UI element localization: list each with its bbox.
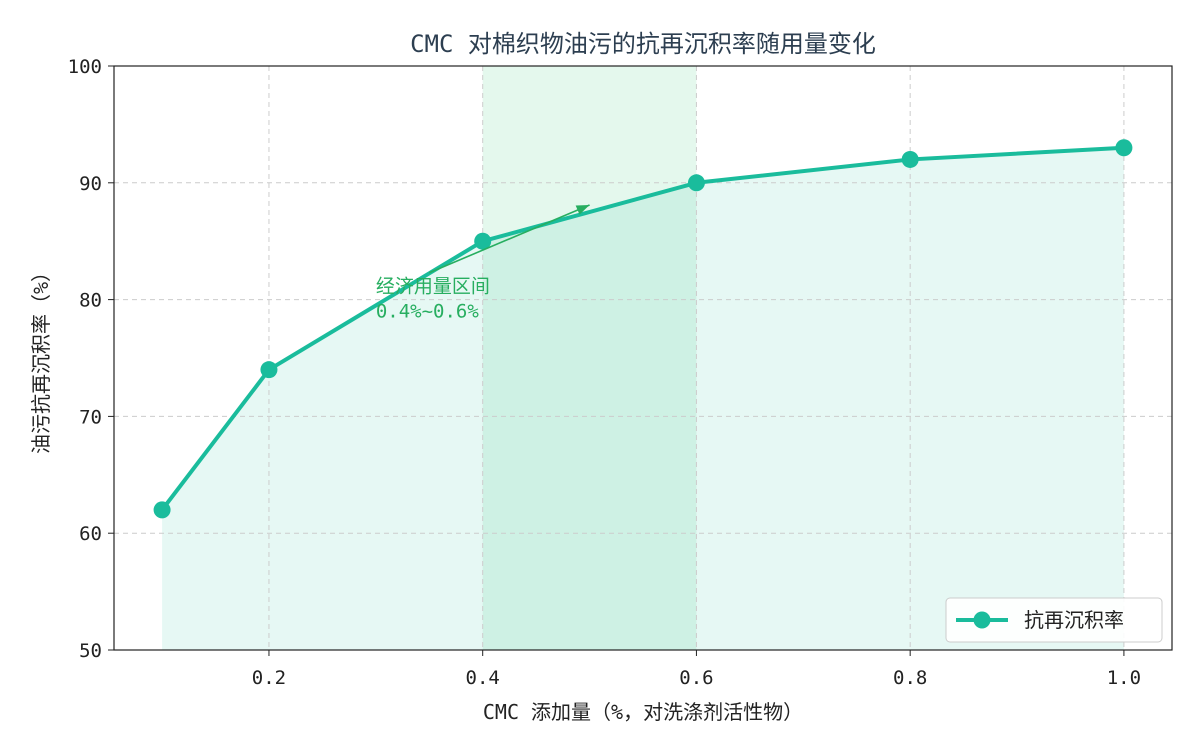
legend-label: 抗再沉积率 <box>1024 608 1124 632</box>
y-axis-label: 油污抗再沉积率（%） <box>29 262 53 454</box>
data-point[interactable] <box>687 174 705 192</box>
annotation-text-line: 0.4%~0.6% <box>376 301 480 323</box>
annotation-arrow-head <box>575 204 590 215</box>
annotation-text-line: 经济用量区间 <box>376 276 490 298</box>
data-point[interactable] <box>260 361 278 379</box>
x-tick-label: 1.0 <box>1107 667 1141 689</box>
x-tick-label: 0.8 <box>893 667 927 689</box>
data-point[interactable] <box>474 232 492 250</box>
x-tick-label: 0.4 <box>466 667 500 689</box>
y-tick-label: 60 <box>79 523 102 545</box>
highlight-band <box>482 66 697 650</box>
y-tick-label: 80 <box>79 290 102 312</box>
y-tick-label: 90 <box>79 173 102 195</box>
data-point[interactable] <box>901 150 919 168</box>
series-area-fill <box>162 147 1124 650</box>
data-point[interactable] <box>153 501 171 519</box>
data-point[interactable] <box>1115 139 1133 157</box>
x-axis-label: CMC 添加量（%，对洗涤剂活性物） <box>483 700 803 724</box>
x-tick-label: 0.2 <box>252 667 286 689</box>
x-tick-label: 0.6 <box>679 667 713 689</box>
legend-marker <box>973 611 991 629</box>
annotation-arrow-line <box>428 204 590 274</box>
y-tick-label: 50 <box>79 640 102 662</box>
plot-frame <box>113 65 1173 651</box>
y-tick-label: 70 <box>79 406 102 428</box>
chart-title: CMC 对棉织物油污的抗再沉积率随用量变化 <box>410 30 876 58</box>
y-tick-label: 100 <box>68 56 102 78</box>
series-line <box>160 145 1126 512</box>
legend-box <box>945 597 1163 643</box>
